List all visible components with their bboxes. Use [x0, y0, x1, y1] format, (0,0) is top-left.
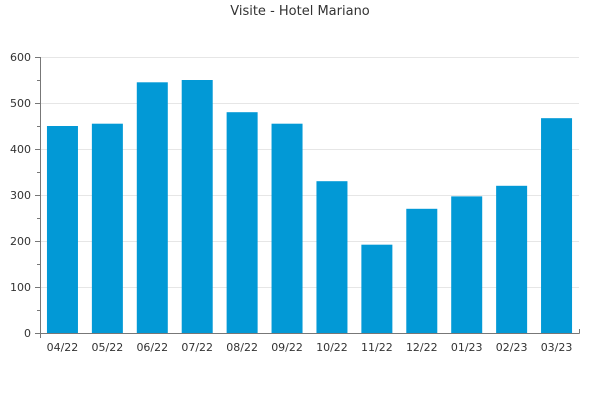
- x-tick-labels: 04/22 05/22 06/22 07/22 08/22 09/22 10/22 11/22…: [47, 341, 573, 354]
- axes: [35, 57, 580, 338]
- bar-03-23: [541, 118, 573, 334]
- bar-07-22: [181, 80, 213, 333]
- bar-09-22: [271, 123, 303, 333]
- bar-10-22: [316, 181, 348, 333]
- x-tick-label: 04/22: [47, 341, 79, 354]
- bar-05-22: [91, 123, 123, 333]
- x-tick-label: 06/22: [136, 341, 168, 354]
- bar-12-22: [406, 208, 438, 333]
- chart-title: Visite - Hotel Mariano: [230, 4, 370, 19]
- y-tick-label: 200: [10, 235, 31, 248]
- y-tick-label: 300: [10, 189, 31, 202]
- x-tick-label: 01/23: [451, 341, 483, 354]
- y-tick-label: 500: [10, 97, 31, 110]
- x-tick-label: 12/22: [406, 341, 438, 354]
- y-tick-label: 0: [24, 327, 31, 340]
- bar-08-22: [226, 112, 258, 333]
- x-tick-label: 02/23: [496, 341, 528, 354]
- bar-06-22: [136, 82, 168, 333]
- bar-04-22: [46, 126, 78, 333]
- x-tick-label: 11/22: [361, 341, 393, 354]
- x-tick-label: 09/22: [271, 341, 303, 354]
- y-tick-label: 100: [10, 281, 31, 294]
- bar-11-22: [361, 244, 393, 333]
- bar-01-23: [451, 196, 483, 333]
- x-tick-label: 03/23: [541, 341, 573, 354]
- y-tick-label: 600: [10, 51, 31, 64]
- x-tick-label: 10/22: [316, 341, 348, 354]
- bar-02-23: [496, 185, 528, 333]
- x-tick-label: 08/22: [226, 341, 258, 354]
- x-tick-label: 05/22: [92, 341, 124, 354]
- grid-lines: [40, 57, 579, 288]
- y-tick-labels: 0 100 200 300 400 500 600: [10, 51, 31, 340]
- y-tick-label: 400: [10, 143, 31, 156]
- x-tick-label: 07/22: [181, 341, 213, 354]
- bars: [46, 80, 573, 334]
